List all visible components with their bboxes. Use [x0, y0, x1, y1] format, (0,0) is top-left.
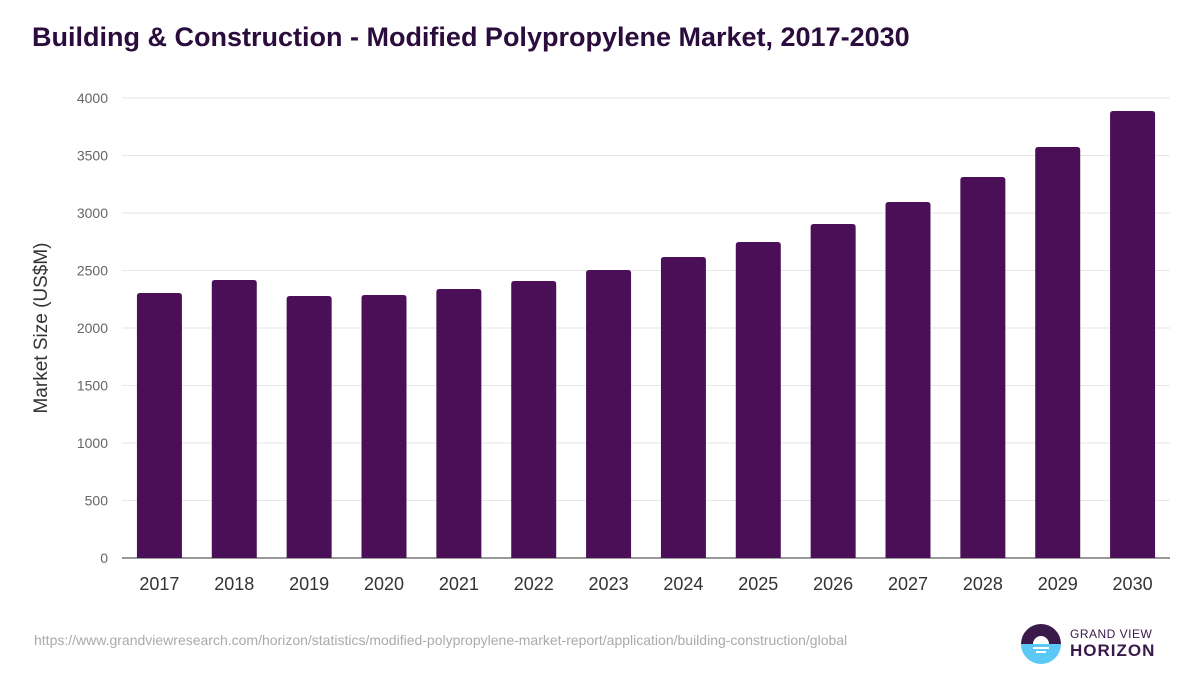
x-tick-label: 2027 [888, 574, 928, 594]
y-tick-label: 0 [100, 550, 108, 566]
y-tick-label: 2500 [77, 263, 108, 279]
bar-2017 [136, 293, 182, 558]
y-tick-label: 2000 [77, 320, 108, 336]
x-tick-label: 2019 [289, 574, 329, 594]
y-tick-label: 500 [85, 493, 109, 509]
x-tick-label: 2030 [1113, 574, 1153, 594]
chart-title: Building & Construction - Modified Polyp… [32, 22, 910, 52]
bar-2024 [660, 257, 706, 558]
logo-line2: HORIZON [1070, 641, 1156, 660]
x-tick-label: 2028 [963, 574, 1003, 594]
y-tick-label: 3000 [77, 205, 108, 221]
x-tick-label: 2024 [663, 574, 703, 594]
bar-2019 [286, 296, 332, 558]
x-tick-label: 2018 [214, 574, 254, 594]
horizon-logo-icon [1021, 624, 1061, 664]
bar-2029 [1035, 146, 1081, 559]
x-tick-label: 2023 [589, 574, 629, 594]
bar-2021 [436, 289, 482, 558]
x-tick-label: 2017 [139, 574, 179, 594]
bar-2023 [586, 270, 632, 558]
x-tick-label: 2026 [813, 574, 853, 594]
y-tick-label: 1500 [77, 378, 108, 394]
logo: GRAND VIEW HORIZON [1020, 623, 1155, 665]
y-tick-label: 3500 [77, 148, 108, 164]
bar-2020 [361, 294, 407, 558]
source-url[interactable]: https://www.grandviewresearch.com/horizo… [34, 632, 848, 648]
bar-2025 [735, 241, 781, 559]
x-tick-label: 2029 [1038, 574, 1078, 594]
y-tick-label: 4000 [77, 90, 108, 106]
y-axis-label: Market Size (US$M) [31, 242, 52, 413]
bar-2026 [810, 224, 856, 559]
bar-2028 [960, 177, 1006, 558]
x-tick-label: 2020 [364, 574, 404, 594]
x-tick-label: 2022 [514, 574, 554, 594]
bar-2027 [885, 201, 931, 558]
bar-chart: 0 500 1000 1500 2000 2500 3000 3500 4000 2017 2018… [31, 90, 1170, 594]
y-tick-label: 1000 [77, 435, 108, 451]
x-tick-label: 2025 [738, 574, 778, 594]
bar-2022 [511, 280, 557, 558]
bar-2030 [1110, 110, 1156, 559]
logo-line1: GRAND VIEW [1070, 627, 1153, 641]
bar-2018 [211, 280, 257, 558]
x-tick-label: 2021 [439, 574, 479, 594]
